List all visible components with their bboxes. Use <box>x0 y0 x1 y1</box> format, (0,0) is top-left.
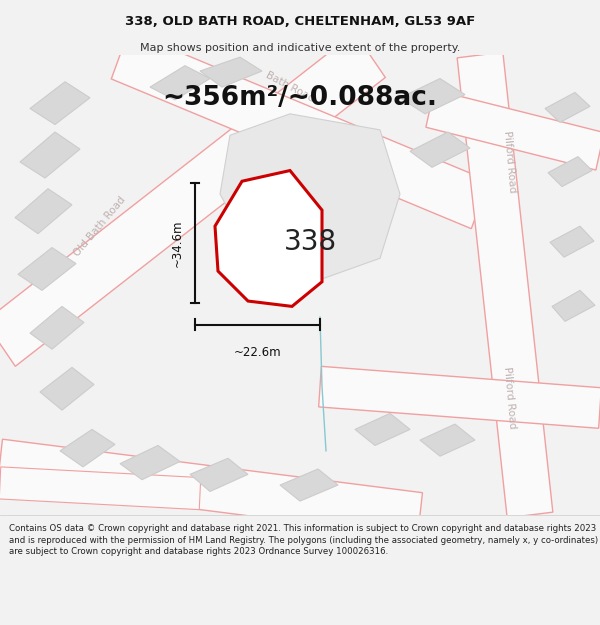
Polygon shape <box>30 82 90 124</box>
Polygon shape <box>545 92 590 123</box>
Polygon shape <box>112 31 488 229</box>
Polygon shape <box>20 132 80 178</box>
Polygon shape <box>550 226 594 257</box>
Text: Pilford Road: Pilford Road <box>502 366 518 429</box>
Polygon shape <box>552 291 595 321</box>
Polygon shape <box>30 306 84 349</box>
Text: Map shows position and indicative extent of the property.: Map shows position and indicative extent… <box>140 43 460 53</box>
Polygon shape <box>120 446 180 480</box>
Polygon shape <box>280 469 338 501</box>
Text: Bath Road: Bath Road <box>264 70 316 104</box>
Polygon shape <box>0 439 422 538</box>
Polygon shape <box>0 32 385 366</box>
Polygon shape <box>190 458 248 491</box>
Polygon shape <box>548 157 592 187</box>
Text: ~356m²/~0.088ac.: ~356m²/~0.088ac. <box>163 85 437 111</box>
Text: Old Bath Road: Old Bath Road <box>72 194 128 258</box>
Polygon shape <box>15 189 72 234</box>
Polygon shape <box>18 248 76 291</box>
Polygon shape <box>457 52 553 518</box>
Polygon shape <box>400 79 465 114</box>
Text: Pilford Road: Pilford Road <box>502 131 518 193</box>
Polygon shape <box>319 366 600 428</box>
Polygon shape <box>355 413 410 446</box>
Polygon shape <box>215 171 322 306</box>
Text: Contains OS data © Crown copyright and database right 2021. This information is : Contains OS data © Crown copyright and d… <box>9 524 598 556</box>
Polygon shape <box>410 132 470 168</box>
Polygon shape <box>0 467 201 509</box>
Text: 338, OLD BATH ROAD, CHELTENHAM, GL53 9AF: 338, OLD BATH ROAD, CHELTENHAM, GL53 9AF <box>125 16 475 28</box>
Polygon shape <box>220 114 400 279</box>
Polygon shape <box>150 66 210 100</box>
Polygon shape <box>200 57 262 87</box>
Polygon shape <box>40 368 94 410</box>
Text: ~22.6m: ~22.6m <box>233 346 281 359</box>
Polygon shape <box>420 424 475 456</box>
Text: 338: 338 <box>283 228 337 256</box>
Polygon shape <box>60 429 115 467</box>
Polygon shape <box>426 90 600 170</box>
Text: ~34.6m: ~34.6m <box>170 219 184 267</box>
